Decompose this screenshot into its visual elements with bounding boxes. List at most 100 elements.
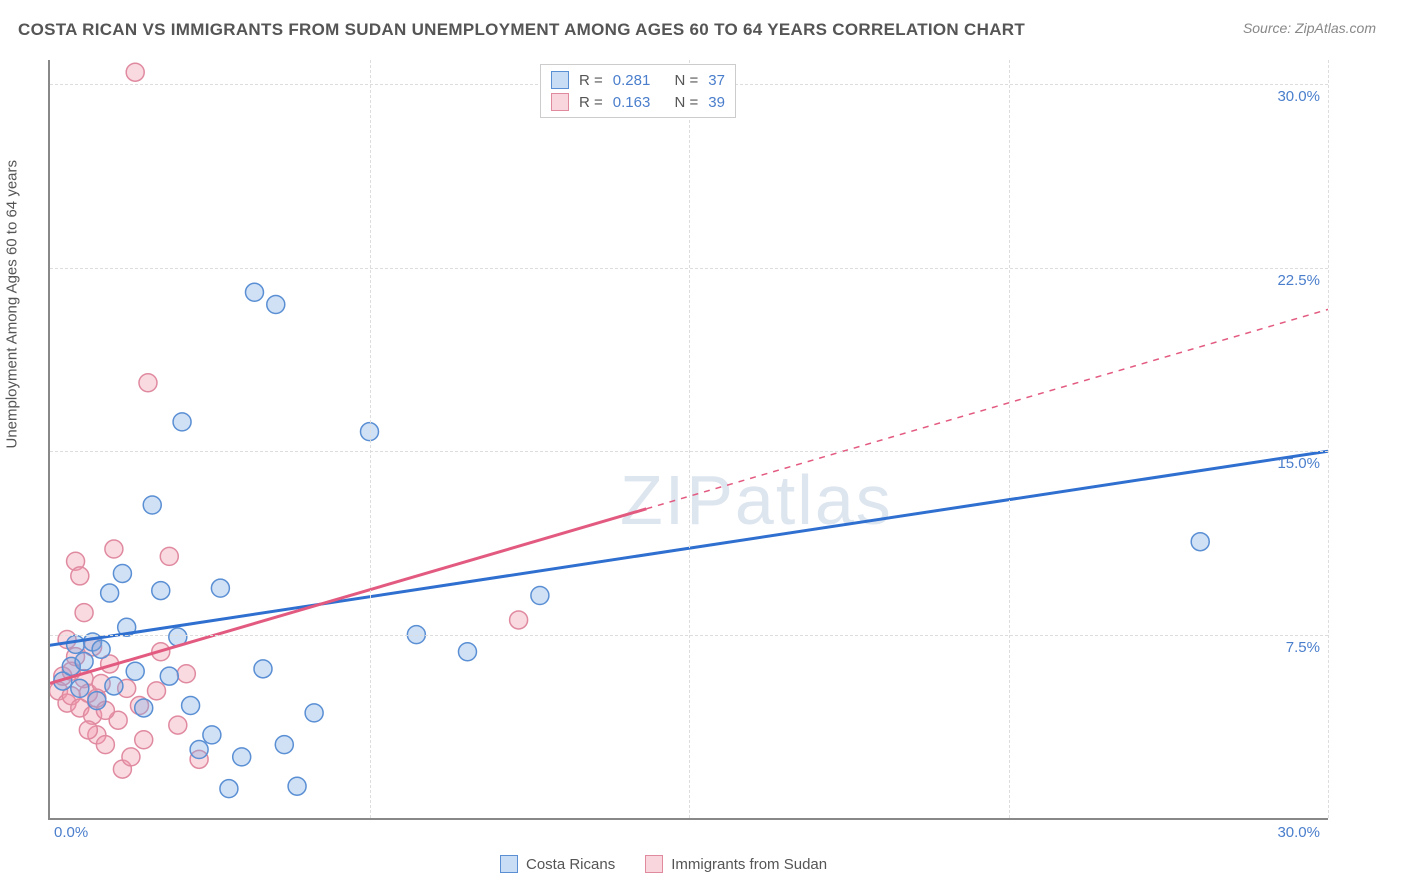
data-point-pink bbox=[101, 655, 119, 673]
data-point-pink bbox=[118, 679, 136, 697]
source-label: Source: ZipAtlas.com bbox=[1243, 20, 1376, 36]
data-point-pink bbox=[50, 682, 68, 700]
data-point-blue bbox=[190, 741, 208, 759]
data-point-pink bbox=[139, 374, 157, 392]
data-point-blue bbox=[67, 635, 85, 653]
swatch-pink-icon bbox=[645, 855, 663, 873]
chart-title: COSTA RICAN VS IMMIGRANTS FROM SUDAN UNE… bbox=[18, 20, 1025, 40]
r-label: R = bbox=[579, 94, 603, 111]
data-point-blue bbox=[245, 283, 263, 301]
gridline-v bbox=[1009, 60, 1010, 818]
data-point-pink bbox=[88, 689, 106, 707]
data-point-blue bbox=[203, 726, 221, 744]
n-label: N = bbox=[674, 94, 698, 111]
data-point-blue bbox=[62, 657, 80, 675]
plot-area: ZIPatlas 7.5%15.0%22.5%30.0%0.0%30.0% bbox=[48, 60, 1328, 820]
data-point-blue bbox=[92, 640, 110, 658]
data-point-pink bbox=[130, 697, 148, 715]
data-point-pink bbox=[96, 701, 114, 719]
y-tick-label: 7.5% bbox=[1286, 639, 1320, 656]
y-tick-label: 15.0% bbox=[1277, 455, 1320, 472]
r-value: 0.281 bbox=[613, 72, 651, 89]
stats-legend: R = 0.281 N = 37 R = 0.163 N = 39 bbox=[540, 64, 736, 118]
data-point-blue bbox=[267, 296, 285, 314]
r-value: 0.163 bbox=[613, 94, 651, 111]
r-label: R = bbox=[579, 72, 603, 89]
data-point-blue bbox=[169, 628, 187, 646]
trend-line-pink-dashed bbox=[646, 309, 1328, 508]
y-axis-label: Unemployment Among Ages 60 to 64 years bbox=[4, 160, 21, 449]
gridline-v bbox=[1328, 60, 1329, 818]
data-point-blue bbox=[182, 697, 200, 715]
data-point-pink bbox=[75, 604, 93, 622]
data-point-pink bbox=[71, 699, 89, 717]
data-point-blue bbox=[211, 579, 229, 597]
stats-row-pink: R = 0.163 N = 39 bbox=[551, 91, 725, 113]
data-point-pink bbox=[54, 667, 72, 685]
legend-label: Immigrants from Sudan bbox=[671, 856, 827, 873]
data-point-pink bbox=[84, 706, 102, 724]
data-point-pink bbox=[135, 731, 153, 749]
n-value: 37 bbox=[708, 72, 725, 89]
data-point-blue bbox=[305, 704, 323, 722]
data-point-pink bbox=[62, 662, 80, 680]
n-value: 39 bbox=[708, 94, 725, 111]
watermark-zip: ZIP bbox=[620, 461, 735, 539]
gridline-v bbox=[370, 60, 371, 818]
data-point-pink bbox=[67, 648, 85, 666]
legend-item-blue: Costa Ricans bbox=[500, 855, 615, 873]
swatch-pink-icon bbox=[551, 93, 569, 111]
data-point-pink bbox=[79, 684, 97, 702]
x-tick-label: 0.0% bbox=[54, 824, 88, 841]
data-point-blue bbox=[101, 584, 119, 602]
data-point-blue bbox=[105, 677, 123, 695]
data-point-blue bbox=[288, 777, 306, 795]
data-point-pink bbox=[190, 750, 208, 768]
data-point-blue bbox=[160, 667, 178, 685]
data-point-pink bbox=[510, 611, 528, 629]
data-point-pink bbox=[148, 682, 166, 700]
data-point-pink bbox=[113, 760, 131, 778]
data-point-pink bbox=[58, 631, 76, 649]
data-point-pink bbox=[126, 63, 144, 81]
y-tick-label: 30.0% bbox=[1277, 88, 1320, 105]
data-point-blue bbox=[173, 413, 191, 431]
data-point-pink bbox=[75, 670, 93, 688]
data-point-blue bbox=[54, 672, 72, 690]
data-point-pink bbox=[160, 547, 178, 565]
data-point-blue bbox=[143, 496, 161, 514]
data-point-blue bbox=[71, 679, 89, 697]
data-point-pink bbox=[177, 665, 195, 683]
data-point-blue bbox=[275, 736, 293, 754]
data-point-blue bbox=[75, 653, 93, 671]
swatch-blue-icon bbox=[500, 855, 518, 873]
swatch-blue-icon bbox=[551, 71, 569, 89]
data-point-blue bbox=[113, 564, 131, 582]
data-point-blue bbox=[126, 662, 144, 680]
data-point-pink bbox=[67, 552, 85, 570]
data-point-blue bbox=[458, 643, 476, 661]
data-point-blue bbox=[254, 660, 272, 678]
legend-item-pink: Immigrants from Sudan bbox=[645, 855, 827, 873]
data-point-pink bbox=[71, 567, 89, 585]
data-point-blue bbox=[233, 748, 251, 766]
data-point-pink bbox=[152, 643, 170, 661]
data-point-blue bbox=[152, 582, 170, 600]
data-point-pink bbox=[109, 711, 127, 729]
data-point-blue bbox=[531, 586, 549, 604]
data-point-pink bbox=[58, 694, 76, 712]
data-point-pink bbox=[96, 736, 114, 754]
stats-row-blue: R = 0.281 N = 37 bbox=[551, 69, 725, 91]
data-point-pink bbox=[122, 748, 140, 766]
data-point-pink bbox=[79, 721, 97, 739]
data-point-blue bbox=[135, 699, 153, 717]
data-point-blue bbox=[220, 780, 238, 798]
y-tick-label: 22.5% bbox=[1277, 272, 1320, 289]
data-point-pink bbox=[169, 716, 187, 734]
data-point-pink bbox=[62, 687, 80, 705]
gridline-v bbox=[689, 60, 690, 818]
data-point-blue bbox=[1191, 533, 1209, 551]
data-point-blue bbox=[88, 692, 106, 710]
data-point-pink bbox=[84, 638, 102, 656]
watermark-atlas: atlas bbox=[735, 461, 893, 539]
